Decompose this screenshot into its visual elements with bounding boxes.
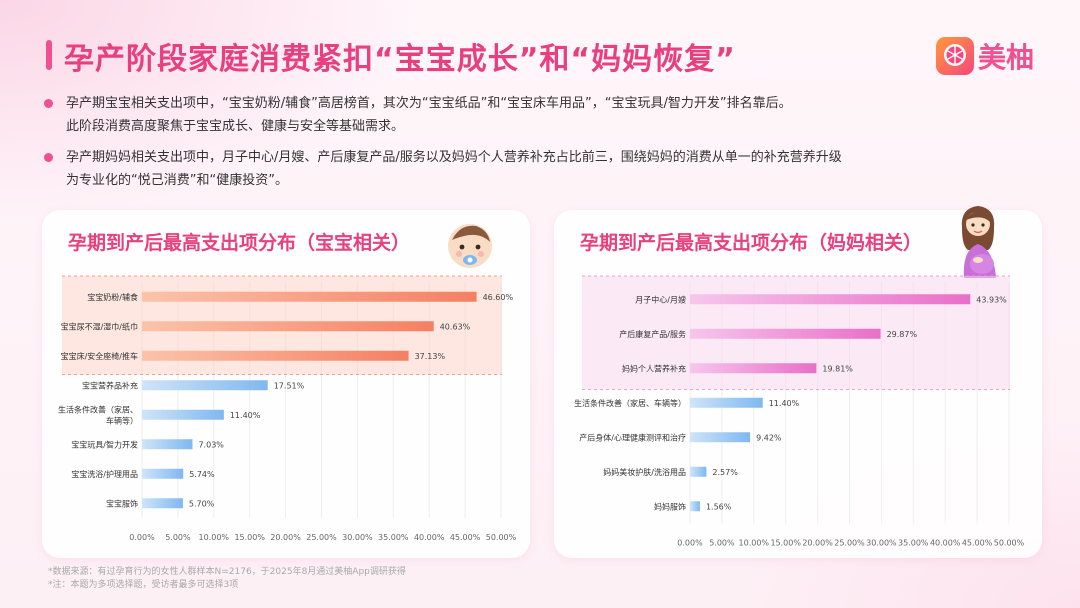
x-tick-label: 35.00% — [378, 533, 409, 542]
x-tick-label: 20.00% — [270, 533, 301, 542]
bar — [690, 432, 751, 443]
x-tick-label: 50.00% — [486, 533, 517, 542]
mom-chart-svg: 0.00% 5.00% 10.00% 15.00% 20.00% 25.00% 30.00%… — [574, 275, 1025, 548]
category-label: 宝宝洗浴/护理用品 — [71, 469, 138, 479]
bar — [142, 409, 224, 420]
data-source-note: *数据来源：有过孕育行为的女性人群样本N=2176，于2025年8月通过美柚Ap… — [48, 567, 406, 577]
category-label: 生活条件改善（家居、 — [58, 404, 138, 414]
multi-choice-note: *注：本题为多项选择题，受访者最多可选择3项 — [48, 580, 239, 590]
bar-value-label: 11.40% — [230, 411, 261, 420]
bullet-dot-icon — [44, 99, 53, 108]
mom-chart-title: 孕期到产后最高支出项分布（妈妈相关） — [580, 232, 923, 254]
baby-chart-card: 孕期到产后最高支出项分布（宝宝相关） 0.00% 5.00% 10.00% 15.00… — [42, 210, 530, 558]
bar-value-label: 5.74% — [189, 470, 215, 479]
x-tick-label: 30.00% — [866, 539, 897, 548]
category-label: 妈妈个人营养补充 — [622, 363, 686, 373]
category-label: 宝宝床/安全座椅/推车 — [61, 351, 138, 361]
category-label: 宝宝玩具/智力开发 — [71, 439, 138, 449]
bar — [690, 501, 700, 512]
x-tick-label: 40.00% — [930, 539, 961, 548]
title-accent-bar — [46, 40, 52, 70]
x-tick-label: 25.00% — [306, 533, 337, 542]
bullet-line: 孕产期妈妈相关支出项中，月子中心/月嫂、产后康复产品/服务以及妈妈个人营养补充占… — [66, 150, 842, 165]
bar-value-label: 2.57% — [712, 468, 738, 477]
bar-value-label: 7.03% — [198, 440, 224, 449]
bullet-line: 为专业化的“悦己消费”和“健康投资”。 — [66, 173, 288, 188]
x-tick-label: 15.00% — [770, 539, 801, 548]
bar-value-label: 40.63% — [440, 322, 471, 331]
category-label: 生活条件改善（家居、车辆等） — [574, 398, 686, 408]
bar-value-label: 46.60% — [483, 293, 514, 302]
category-label: 宝宝营养品补充 — [82, 380, 138, 390]
bullet-item: 孕产期妈妈相关支出项中，月子中心/月嫂、产后康复产品/服务以及妈妈个人营养补充占… — [44, 146, 944, 192]
bar — [142, 380, 268, 391]
category-label: 妈妈美妆护肤/洗浴用品 — [603, 467, 686, 477]
x-tick-label: 20.00% — [802, 539, 833, 548]
brand-logo: 美柚 — [936, 36, 1034, 76]
bullet-line: 此阶段消费高度聚焦于宝宝成长、健康与安全等基础需求。 — [66, 119, 405, 134]
bar — [142, 350, 409, 361]
bar-value-label: 43.93% — [976, 295, 1007, 304]
x-tick-label: 30.00% — [342, 533, 373, 542]
bar — [142, 468, 184, 479]
x-tick-label: 0.00% — [677, 539, 703, 548]
x-tick-label: 5.00% — [165, 533, 191, 542]
bar-value-label: 5.70% — [189, 499, 215, 508]
bullet-item: 孕产期宝宝相关支出项中，“宝宝奶粉/辅食”高居榜首，其次为“宝宝纸品”和“宝宝床… — [44, 92, 944, 138]
bar-value-label: 19.81% — [822, 364, 853, 373]
baby-chart-title: 孕期到产后最高支出项分布（宝宝相关） — [68, 232, 411, 254]
x-tick-label: 35.00% — [898, 539, 929, 548]
bullet-line: 孕产期宝宝相关支出项中，“宝宝奶粉/辅食”高居榜首，其次为“宝宝纸品”和“宝宝床… — [66, 96, 792, 111]
bar — [142, 498, 183, 509]
bar — [690, 466, 707, 477]
category-label: 产后康复产品/服务 — [619, 329, 686, 339]
bar — [142, 291, 477, 302]
baby-chart-svg: 0.00% 5.00% 10.00% 15.00% 20.00% 25.00% 30.00%… — [58, 275, 517, 542]
bar — [690, 294, 971, 305]
x-tick-label: 45.00% — [450, 533, 481, 542]
mom-chart-card: 孕期到产后最高支出项分布（妈妈相关） 0.00% 5.00% 10.00% 15.00… — [554, 206, 1042, 558]
logo-wordmark: 美柚 — [978, 41, 1035, 74]
x-tick-label: 10.00% — [199, 533, 230, 542]
x-tick-label: 0.00% — [129, 533, 155, 542]
category-label: 月子中心/月嫂 — [635, 294, 686, 304]
x-tick-label: 50.00% — [994, 539, 1025, 548]
bar — [142, 439, 193, 450]
summary-bullets: 孕产期宝宝相关支出项中，“宝宝奶粉/辅食”高居榜首，其次为“宝宝纸品”和“宝宝床… — [44, 92, 944, 200]
x-tick-label: 15.00% — [234, 533, 265, 542]
bar-value-label: 17.51% — [274, 381, 305, 390]
bar — [142, 321, 434, 332]
x-tick-label: 40.00% — [414, 533, 445, 542]
bar-value-label: 9.42% — [756, 433, 782, 442]
baby-avatar-icon — [448, 224, 492, 268]
category-label: 宝宝服饰 — [106, 498, 138, 508]
x-tick-label: 10.00% — [739, 539, 770, 548]
bar-value-label: 37.13% — [415, 352, 446, 361]
bar-value-label: 29.87% — [887, 330, 918, 339]
x-tick-label: 5.00% — [709, 539, 735, 548]
bar-value-label: 1.56% — [706, 502, 732, 511]
x-tick-label: 25.00% — [834, 539, 865, 548]
bar-value-label: 11.40% — [769, 399, 800, 408]
category-label: 妈妈服饰 — [654, 501, 686, 511]
bullet-dot-icon — [44, 153, 53, 162]
bar — [690, 328, 881, 339]
category-label: 车辆等） — [106, 415, 138, 425]
logo-badge-icon — [936, 37, 974, 75]
bar — [690, 363, 817, 374]
category-label: 宝宝奶粉/辅食 — [87, 292, 138, 302]
category-label: 宝宝尿不湿/湿巾/纸巾 — [61, 321, 138, 331]
footer-notes: *数据来源：有过孕育行为的女性人群样本N=2176，于2025年8月通过美柚Ap… — [48, 566, 406, 592]
category-label: 产后身体/心理健康测评和治疗 — [579, 432, 686, 442]
page-title: 孕产阶段家庭消费紧扣“宝宝成长”和“妈妈恢复” — [64, 42, 736, 77]
mom-avatar-icon — [961, 206, 996, 278]
x-tick-label: 45.00% — [962, 539, 993, 548]
bar — [690, 397, 763, 408]
